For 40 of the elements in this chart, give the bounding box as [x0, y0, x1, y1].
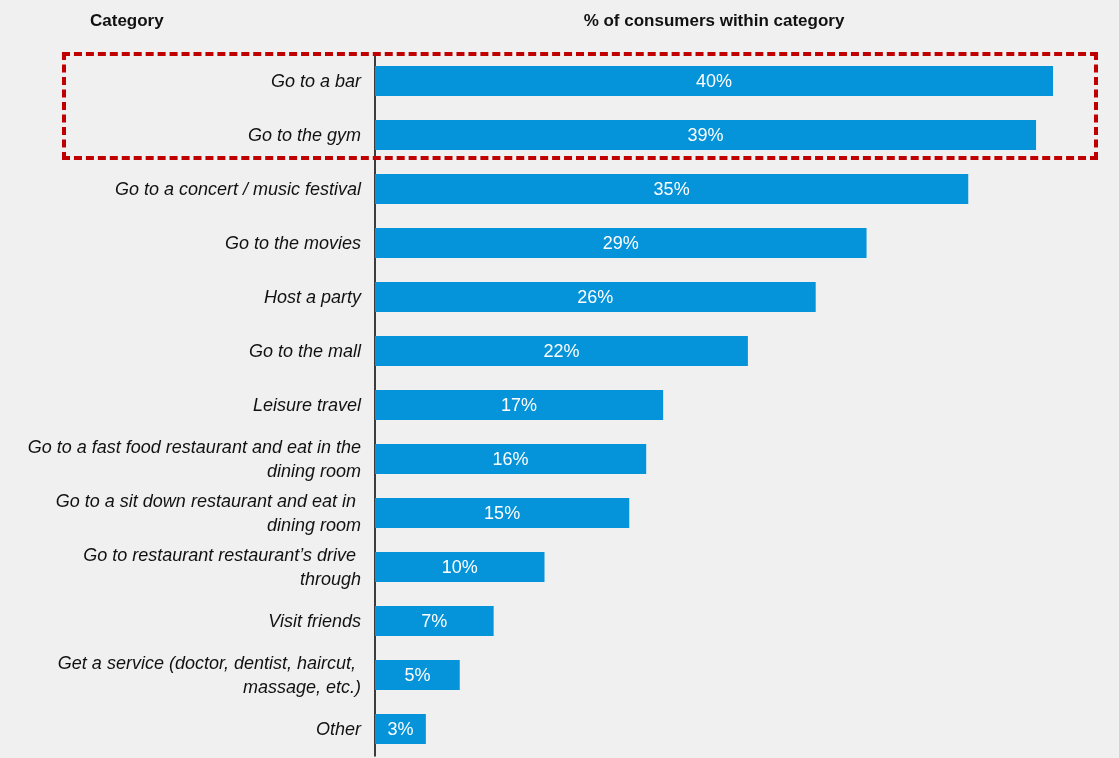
- bar: [375, 660, 460, 690]
- y-tick-label: Host a party: [263, 287, 362, 307]
- y-tick-label: Go to restaurant restaurant’s drive through: [83, 545, 361, 589]
- data-label: 7%: [421, 611, 448, 631]
- bar: [375, 228, 867, 258]
- y-tick-label: Leisure travel: [252, 395, 362, 415]
- y-axis-title: Category: [90, 11, 165, 30]
- y-tick-label: Go to a sit down restaurant and eat in dining room: [55, 491, 361, 535]
- data-label: 3%: [387, 719, 414, 739]
- y-tick-label: Get a service (doctor, dentist, haircut, massage, etc.): [57, 653, 361, 697]
- y-tick-label: Go to a concert / music festival: [114, 179, 362, 199]
- data-label: 40%: [695, 71, 733, 91]
- data-label: 22%: [543, 341, 580, 361]
- data-label: 35%: [653, 179, 690, 199]
- y-tick-label: Visit friends: [268, 611, 361, 631]
- data-label: 5%: [404, 665, 431, 685]
- bar: [375, 174, 969, 204]
- y-tick-label: Go to a fast food restaurant and eat in the dining room: [27, 437, 361, 481]
- x-axis-title: % of consumers within category: [583, 11, 845, 30]
- bar: [375, 66, 1053, 96]
- bar: [375, 120, 1037, 150]
- data-label: 26%: [577, 287, 614, 307]
- y-tick-label: Go to a bar: [270, 71, 362, 91]
- bar: [375, 282, 816, 312]
- y-tick-label: Go to the movies: [224, 233, 361, 253]
- bar: [375, 498, 630, 528]
- y-tick-label: Other: [315, 719, 362, 739]
- bar: [375, 390, 664, 420]
- y-tick-label: Go to the gym: [247, 125, 361, 145]
- data-label: 10%: [441, 557, 478, 577]
- bar: [375, 552, 545, 582]
- data-label: 39%: [687, 125, 724, 145]
- data-label: 15%: [484, 503, 521, 523]
- bar: [375, 444, 647, 474]
- bar: [375, 606, 494, 636]
- data-label: 29%: [602, 233, 639, 253]
- bar: [375, 336, 748, 366]
- data-label: 17%: [501, 395, 538, 415]
- data-label: 16%: [492, 449, 529, 469]
- y-tick-label: Go to the mall: [248, 341, 362, 361]
